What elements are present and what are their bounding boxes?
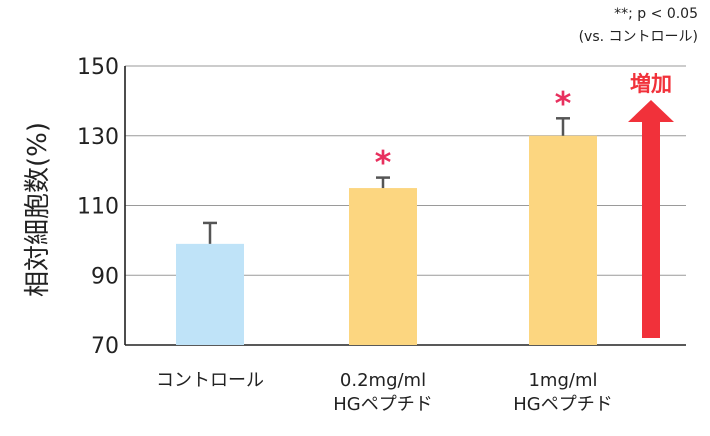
significance-note: **; p < 0.05 [614,6,698,22]
category-label: 0.2mg/ml [340,370,426,391]
y-axis-label: 相対細胞数(%) [23,122,53,297]
category-label: HGペプチド [333,394,432,415]
bar [176,243,244,345]
category-label: コントロール [156,370,264,391]
y-tick-label: 150 [77,55,119,80]
bar [529,135,597,345]
y-tick-label: 70 [91,334,119,359]
y-tick-label: 110 [77,195,119,220]
category-label: HGペプチド [513,394,612,415]
y-tick-label: 90 [91,264,119,289]
significance-star: * [375,144,392,182]
up-arrow-icon [642,118,660,338]
category-label: 1mg/ml [528,370,597,391]
increase-label: 増加 [630,72,672,96]
significance-star: * [555,84,572,122]
comparison-note: (vs. コントロール) [578,29,698,45]
bar [349,188,417,345]
y-tick-label: 130 [77,125,119,150]
up-arrow-head-icon [628,100,674,122]
